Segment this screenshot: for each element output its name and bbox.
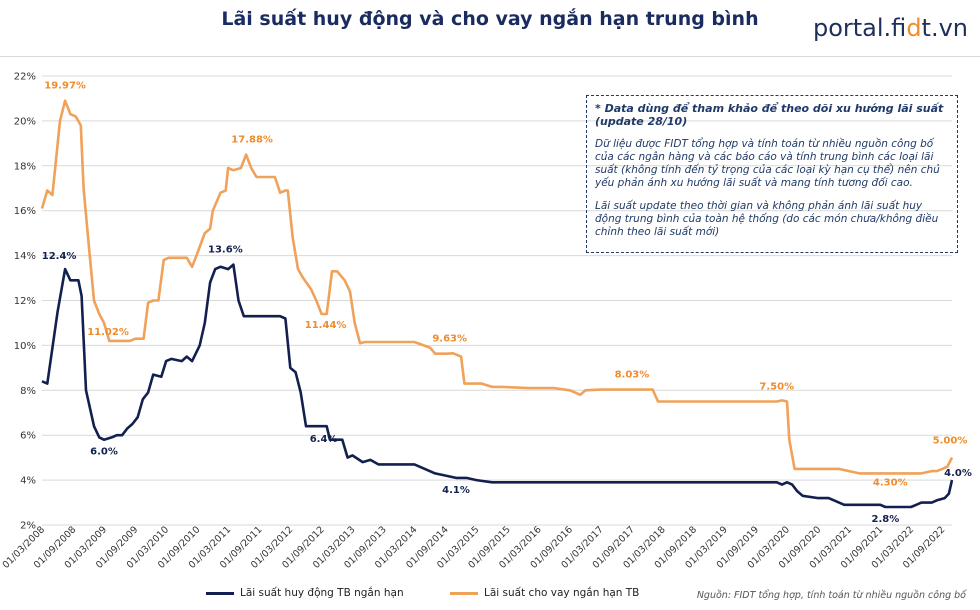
lending-data-label: 5.00%	[933, 436, 968, 447]
y-tick-label: 10%	[14, 341, 36, 352]
y-tick-label: 6%	[20, 431, 36, 442]
y-tick-label: 22%	[14, 72, 36, 83]
header-divider	[0, 56, 980, 57]
deposit-data-label: 6.4%	[310, 434, 338, 445]
deposit-data-label: 4.1%	[442, 485, 470, 496]
source-note: Nguồn: FIDT tổng hợp, tính toán từ nhiều…	[696, 590, 966, 601]
y-tick-label: 14%	[14, 251, 36, 262]
deposit-data-label: 6.0%	[90, 447, 118, 458]
y-tick-label: 4%	[20, 476, 36, 487]
lending-rate-line	[40, 99, 954, 475]
y-tick-label: 20%	[14, 116, 36, 127]
lending-data-label: 11.02%	[87, 327, 129, 338]
y-tick-label: 12%	[14, 296, 36, 307]
note-paragraph-2: Lãi suất update theo thời gian và không …	[595, 200, 939, 238]
lending-data-label: 8.03%	[615, 370, 650, 381]
y-tick-label: 16%	[14, 206, 36, 217]
fidt-logo: portal.fidt.vn	[813, 14, 968, 42]
lending-data-label: 11.44%	[305, 320, 347, 331]
legend-swatch-lending	[450, 591, 478, 595]
logo-text-1: portal.fi	[812, 14, 907, 42]
logo-text-2: d	[906, 14, 922, 42]
legend-deposit: Lãi suất huy động TB ngắn hạn	[206, 585, 404, 601]
legend-lending: Lãi suất cho vay ngắn hạn TB	[450, 585, 639, 601]
logo-text-3: t.vn	[921, 14, 968, 42]
note-paragraph-1: Dữ liệu được FIDT tổng hợp và tính toán …	[595, 138, 940, 189]
chart-title: Lãi suất huy động và cho vay ngắn hạn tr…	[221, 8, 759, 30]
legend-label-lending: Lãi suất cho vay ngắn hạn TB	[484, 587, 640, 599]
deposit-data-label: 4.0%	[944, 468, 972, 479]
lending-data-label: 17.88%	[231, 135, 273, 146]
deposit-rate-line	[41, 263, 954, 509]
legend-label-deposit: Lãi suất huy động TB ngắn hạn	[240, 587, 404, 599]
deposit-data-label: 12.4%	[42, 251, 77, 262]
deposit-data-label: 13.6%	[208, 245, 243, 256]
lending-data-label: 4.30%	[873, 477, 908, 488]
y-tick-label: 8%	[20, 386, 36, 397]
deposit-data-label: 2.8%	[872, 514, 900, 525]
lending-data-label: 19.97%	[44, 81, 86, 92]
y-tick-label: 18%	[14, 161, 36, 172]
note-heading: * Data dùng để tham khảo để theo dõi xu …	[595, 102, 944, 128]
lending-data-label: 7.50%	[759, 382, 794, 393]
y-tick-label: 2%	[20, 521, 36, 532]
legend-swatch-deposit	[206, 591, 234, 595]
lending-data-label: 9.63%	[432, 334, 467, 345]
note-box: * Data dùng để tham khảo để theo dõi xu …	[586, 95, 958, 253]
